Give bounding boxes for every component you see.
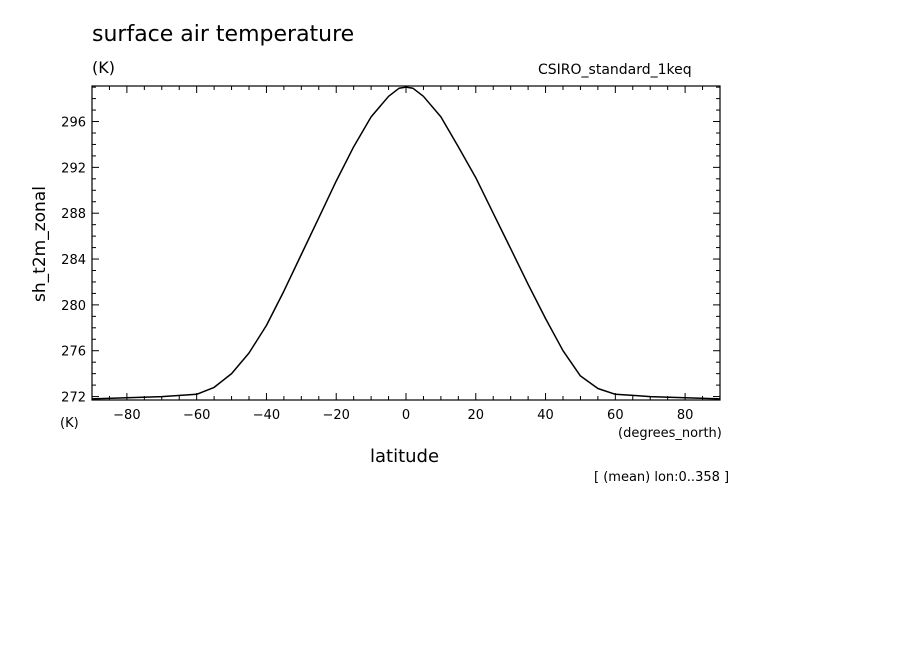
x-tick-label: 20 — [468, 408, 485, 423]
y-tick-label: 276 — [61, 345, 86, 360]
chart-units: (K) — [92, 58, 115, 77]
y-tick-label: 284 — [61, 253, 86, 268]
y-axis-units: (K) — [60, 416, 79, 431]
y-tick-label: 288 — [61, 207, 86, 222]
y-tick-label: 280 — [61, 299, 86, 314]
x-tick-label: −20 — [323, 408, 350, 423]
x-axis-label: latitude — [370, 446, 440, 467]
plot-frame — [91, 85, 721, 401]
x-tick-label: −80 — [113, 408, 140, 423]
x-tick-label: 40 — [537, 408, 554, 423]
y-tick-label: 292 — [61, 161, 86, 176]
y-tick-label: 272 — [61, 391, 86, 406]
chart-title: surface air temperature — [92, 22, 355, 47]
x-tick-label: −60 — [183, 408, 210, 423]
y-tick-label: 296 — [61, 116, 86, 131]
x-tick-label: 0 — [402, 408, 410, 423]
averaging-note: [ (mean) lon:0..358 ] — [594, 470, 730, 485]
model-name: CSIRO_standard_1keq — [538, 62, 692, 78]
x-axis-units: (degrees_north) — [618, 426, 722, 441]
x-tick-label: 80 — [677, 408, 694, 423]
temperature-line — [91, 86, 721, 400]
x-tick-label: −40 — [253, 408, 280, 423]
x-tick-label: 60 — [607, 408, 624, 423]
